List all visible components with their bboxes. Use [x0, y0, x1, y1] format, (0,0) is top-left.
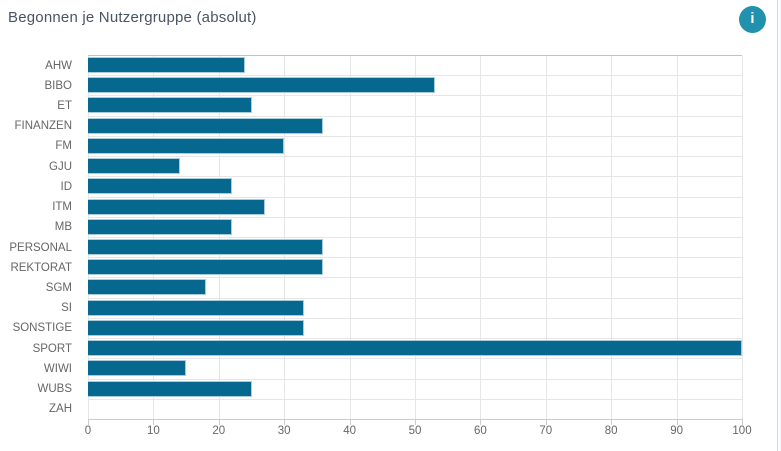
category-label: AHW: [45, 59, 72, 72]
x-tick-label: 70: [539, 425, 553, 437]
x-tick-label: 0: [84, 425, 92, 437]
x-tick: [742, 420, 743, 425]
x-gridline: [742, 56, 743, 420]
x-tick-label: 40: [343, 425, 356, 437]
chart-row: [88, 299, 742, 319]
x-tick: [545, 420, 547, 425]
x-gridline: [153, 56, 155, 420]
x-tick-label: 20: [212, 425, 226, 437]
x-gridline: [545, 56, 547, 420]
bar-itm[interactable]: [88, 198, 265, 215]
panel-right-strip: [778, 0, 781, 451]
x-tick: [611, 420, 613, 425]
bar-wubs[interactable]: [88, 380, 252, 397]
panel-right-border: [777, 0, 778, 451]
chart-row: [88, 319, 742, 340]
x-gridline: [349, 56, 351, 420]
y-axis-category-labels: AHW BIBO ET FINANZEN FM GJU ID ITM MB PERSONAL REK…: [0, 55, 80, 420]
bar-sonstige[interactable]: [88, 319, 304, 336]
chart-row: [88, 76, 742, 97]
chart-row: [88, 137, 742, 158]
chart-row: [88, 238, 742, 259]
category-label: SPORT: [32, 342, 72, 355]
bar-rows: [88, 56, 742, 420]
category-label: WIWI: [43, 362, 72, 375]
x-gridline: [415, 56, 416, 420]
bar-sport[interactable]: [88, 340, 742, 357]
category-label: ITM: [52, 201, 72, 214]
bar-et[interactable]: [88, 97, 252, 114]
bar-sgm[interactable]: [88, 279, 206, 296]
x-gridline: [611, 56, 613, 420]
bar-personal[interactable]: [88, 238, 324, 255]
category-label: SGM: [45, 282, 72, 295]
x-tick-label: 100: [732, 425, 752, 437]
category-label: ZAH: [49, 403, 72, 416]
x-tick-label: 30: [277, 425, 291, 437]
x-tick: [284, 420, 286, 425]
chart-row: [88, 258, 742, 279]
x-gridline: [676, 56, 678, 420]
x-axis-line: [88, 419, 743, 420]
category-label: FM: [55, 140, 72, 153]
chart-row: [88, 380, 742, 400]
chart-row: [88, 359, 742, 380]
x-tick: [349, 420, 351, 425]
category-label: BIBO: [44, 79, 72, 92]
x-tick: [480, 420, 482, 425]
chart-row: [88, 198, 742, 218]
category-label: REKTORAT: [10, 261, 72, 274]
chart-row: [88, 339, 742, 360]
x-tick: [218, 420, 220, 425]
chart-row: [88, 218, 742, 238]
x-tick: [415, 420, 416, 425]
chart-title: Begonnen je Nutzergruppe (absolut): [8, 9, 257, 26]
category-label: SONSTIGE: [12, 322, 72, 335]
category-label: MB: [54, 221, 72, 234]
bar-mb[interactable]: [88, 218, 232, 235]
x-tick: [88, 420, 89, 425]
plot-area: [88, 55, 743, 420]
x-gridline: [218, 56, 220, 420]
category-label: WUBS: [37, 383, 73, 396]
category-label: PERSONAL: [9, 241, 72, 254]
x-tick: [676, 420, 678, 425]
bar-bibo[interactable]: [88, 77, 435, 94]
bar-id[interactable]: [88, 178, 232, 195]
chart-row: [88, 400, 742, 420]
x-gridline: [88, 56, 89, 420]
bar-ahw[interactable]: [88, 57, 245, 73]
x-gridline: [284, 56, 286, 420]
bar-wiwi[interactable]: [88, 360, 187, 377]
bar-gju[interactable]: [88, 158, 180, 175]
bar-si[interactable]: [88, 299, 304, 316]
x-tick: [153, 420, 155, 425]
category-label: GJU: [49, 160, 72, 173]
x-tick-label: 50: [408, 425, 422, 437]
info-button[interactable]: i: [739, 6, 766, 33]
bar-rektorat[interactable]: [88, 259, 324, 276]
x-gridline: [480, 56, 482, 420]
bar-fm[interactable]: [88, 137, 285, 154]
chart-row: [88, 56, 742, 77]
category-label: ET: [57, 100, 72, 113]
category-label: SI: [61, 302, 72, 315]
x-tick-label: 90: [670, 425, 683, 437]
x-tick-label: 80: [604, 425, 618, 437]
chart-row: [88, 278, 742, 299]
category-label: ID: [60, 180, 73, 193]
chart-row: [88, 117, 742, 137]
x-tick-label: 10: [146, 425, 160, 437]
x-tick-label: 60: [473, 425, 487, 437]
chart-row: [88, 96, 742, 117]
chart-row: [88, 177, 742, 198]
chart-row: [88, 157, 742, 178]
bar-finanzen[interactable]: [88, 117, 324, 134]
info-icon: i: [750, 10, 755, 27]
category-label: FINANZEN: [14, 120, 73, 133]
